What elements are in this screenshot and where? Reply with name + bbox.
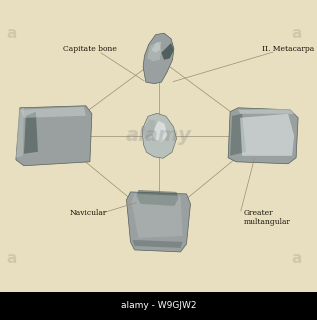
Polygon shape (161, 43, 174, 60)
Polygon shape (126, 192, 191, 252)
Text: II. Metacarpa: II. Metacarpa (262, 45, 314, 53)
Polygon shape (16, 108, 24, 158)
Text: a: a (6, 251, 17, 266)
Polygon shape (142, 113, 177, 158)
Polygon shape (16, 106, 92, 166)
Polygon shape (132, 194, 183, 238)
Polygon shape (144, 119, 156, 139)
Polygon shape (152, 121, 167, 142)
Polygon shape (133, 240, 183, 248)
Text: Greater
multangular: Greater multangular (244, 209, 291, 226)
Text: alamy - W9GJW2: alamy - W9GJW2 (121, 301, 196, 310)
Polygon shape (137, 190, 178, 206)
Polygon shape (147, 42, 161, 61)
Polygon shape (21, 107, 86, 118)
Polygon shape (24, 112, 38, 154)
Polygon shape (238, 109, 298, 118)
Text: a: a (292, 251, 302, 266)
Text: a: a (6, 26, 17, 41)
Text: Capitate bone: Capitate bone (63, 45, 117, 53)
Text: alamy: alamy (126, 126, 191, 145)
Polygon shape (152, 42, 161, 53)
Polygon shape (228, 108, 298, 164)
Polygon shape (240, 114, 294, 156)
Bar (0, 292, 317, 320)
Text: a: a (292, 26, 302, 41)
Polygon shape (143, 33, 174, 84)
Polygon shape (230, 114, 246, 156)
Text: Navicular: Navicular (70, 209, 107, 217)
